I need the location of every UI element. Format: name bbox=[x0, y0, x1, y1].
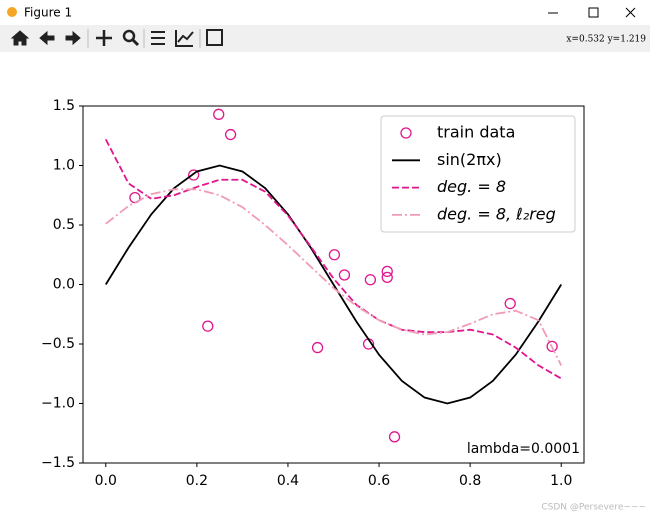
window-title: Figure 1 bbox=[24, 6, 72, 20]
x-tick-label: 0.4 bbox=[277, 473, 299, 489]
legend-label: sin(2πx) bbox=[437, 150, 502, 169]
x-tick-label: 0.8 bbox=[459, 473, 481, 489]
edit-axis-button[interactable] bbox=[175, 30, 194, 47]
y-tick-label: 0.0 bbox=[53, 277, 75, 293]
zoom-button[interactable] bbox=[122, 29, 136, 43]
annotation: lambda=0.0001 bbox=[467, 441, 580, 457]
y-tick-label: −1.5 bbox=[41, 455, 75, 471]
toolbar-icons bbox=[10, 29, 223, 47]
home-button[interactable] bbox=[10, 30, 30, 46]
maximize-button[interactable] bbox=[588, 7, 599, 18]
cursor-coordinates: x=0.532 y=1.219 bbox=[566, 35, 646, 45]
x-tick-label: 1.0 bbox=[550, 473, 572, 489]
app-icon bbox=[7, 7, 17, 17]
legend-handle bbox=[400, 127, 412, 139]
data-point bbox=[381, 265, 393, 278]
y-tick-label: 0.5 bbox=[53, 217, 75, 233]
data-point bbox=[213, 108, 225, 120]
legend-label: deg. = 8, ℓ₂reg bbox=[437, 204, 556, 223]
series-line bbox=[105, 188, 563, 366]
x-tick-label: 0.2 bbox=[186, 473, 208, 489]
legend-box bbox=[380, 115, 576, 233]
data-point bbox=[364, 274, 377, 286]
save-button[interactable] bbox=[206, 29, 223, 46]
y-tick-label: −1.0 bbox=[41, 396, 75, 412]
series-line bbox=[105, 164, 562, 405]
legend-label: deg. = 8 bbox=[437, 177, 506, 196]
data-point bbox=[224, 128, 237, 141]
data-point bbox=[311, 341, 324, 354]
data-point bbox=[338, 269, 351, 281]
legend-label: train data bbox=[437, 123, 515, 142]
close-button[interactable] bbox=[625, 7, 636, 18]
data-point bbox=[546, 340, 558, 353]
configure-button[interactable] bbox=[151, 31, 165, 45]
data-point bbox=[328, 249, 341, 261]
pan-button[interactable] bbox=[96, 30, 112, 46]
data-point bbox=[381, 271, 393, 284]
title-bar bbox=[0, 0, 650, 25]
watermark: CSDN @Persevere~~~ bbox=[541, 503, 646, 513]
data-point bbox=[202, 320, 214, 332]
back-button[interactable] bbox=[39, 30, 55, 46]
x-tick-label: 0.0 bbox=[95, 473, 117, 489]
data-point bbox=[504, 297, 516, 310]
data-point bbox=[388, 431, 401, 443]
data-point bbox=[188, 169, 200, 181]
y-tick-label: 1.0 bbox=[53, 158, 75, 174]
y-tick-label: −0.5 bbox=[41, 336, 75, 352]
forward-button[interactable] bbox=[65, 30, 81, 46]
y-tick-label: 1.5 bbox=[53, 98, 75, 114]
x-tick-label: 0.6 bbox=[368, 473, 390, 489]
